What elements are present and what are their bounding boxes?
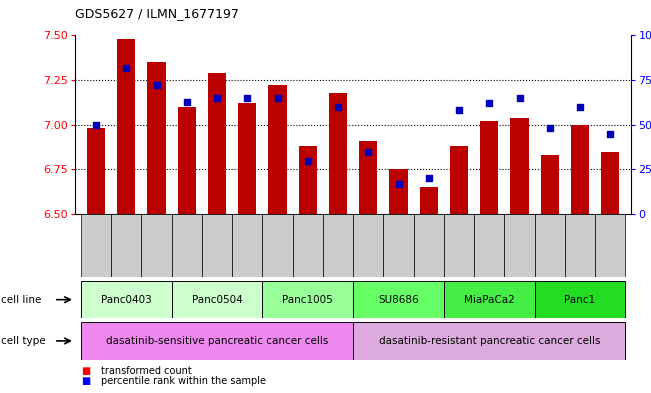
Bar bbox=[383, 214, 413, 277]
Bar bbox=[208, 73, 226, 214]
Text: cell line: cell line bbox=[1, 295, 42, 305]
Bar bbox=[178, 107, 196, 214]
Bar bbox=[480, 121, 499, 214]
Text: SU8686: SU8686 bbox=[378, 295, 419, 305]
Point bbox=[212, 95, 222, 101]
Text: cell type: cell type bbox=[1, 336, 46, 346]
Bar bbox=[505, 214, 534, 277]
Bar bbox=[565, 214, 595, 277]
Bar bbox=[268, 85, 286, 214]
Bar bbox=[389, 169, 408, 214]
Point bbox=[393, 181, 404, 187]
Point bbox=[333, 104, 343, 110]
Bar bbox=[510, 118, 529, 214]
Bar bbox=[172, 281, 262, 318]
Bar bbox=[202, 214, 232, 277]
Bar bbox=[359, 141, 378, 214]
Text: ■: ■ bbox=[81, 376, 90, 386]
Bar bbox=[353, 281, 444, 318]
Bar bbox=[571, 125, 589, 214]
Bar bbox=[534, 214, 565, 277]
Bar bbox=[602, 152, 619, 214]
Point bbox=[121, 64, 132, 71]
Text: MiaPaCa2: MiaPaCa2 bbox=[464, 295, 515, 305]
Text: Panc0504: Panc0504 bbox=[191, 295, 242, 305]
Bar bbox=[81, 214, 111, 277]
Bar bbox=[541, 155, 559, 214]
Text: Panc1005: Panc1005 bbox=[283, 295, 333, 305]
Bar bbox=[148, 62, 165, 214]
Bar bbox=[444, 214, 474, 277]
Bar bbox=[329, 93, 347, 214]
Bar bbox=[353, 322, 626, 360]
Bar bbox=[232, 214, 262, 277]
Bar bbox=[293, 214, 323, 277]
Bar bbox=[87, 129, 105, 214]
Bar bbox=[81, 322, 353, 360]
Bar bbox=[172, 214, 202, 277]
Bar bbox=[534, 281, 626, 318]
Bar bbox=[413, 214, 444, 277]
Point bbox=[514, 95, 525, 101]
Text: transformed count: transformed count bbox=[101, 366, 191, 376]
Bar bbox=[81, 281, 172, 318]
Point bbox=[182, 98, 192, 105]
Bar bbox=[238, 103, 256, 214]
Text: ■: ■ bbox=[81, 366, 90, 376]
Point bbox=[454, 107, 464, 114]
Point bbox=[605, 130, 615, 137]
Point bbox=[484, 100, 495, 107]
Point bbox=[151, 82, 161, 88]
Bar bbox=[420, 187, 438, 214]
Bar bbox=[474, 214, 505, 277]
Bar bbox=[117, 39, 135, 214]
Text: Panc1: Panc1 bbox=[564, 295, 596, 305]
Bar bbox=[444, 281, 534, 318]
Bar bbox=[323, 214, 353, 277]
Point bbox=[545, 125, 555, 132]
Bar bbox=[450, 146, 468, 214]
Bar bbox=[353, 214, 383, 277]
Point bbox=[242, 95, 253, 101]
Text: dasatinib-resistant pancreatic cancer cells: dasatinib-resistant pancreatic cancer ce… bbox=[378, 336, 600, 346]
Bar bbox=[111, 214, 141, 277]
Point bbox=[363, 149, 374, 155]
Point bbox=[303, 157, 313, 163]
Text: GDS5627 / ILMN_1677197: GDS5627 / ILMN_1677197 bbox=[75, 7, 239, 20]
Bar bbox=[262, 281, 353, 318]
Point bbox=[91, 122, 102, 128]
Bar bbox=[141, 214, 172, 277]
Text: Panc0403: Panc0403 bbox=[101, 295, 152, 305]
Text: dasatinib-sensitive pancreatic cancer cells: dasatinib-sensitive pancreatic cancer ce… bbox=[106, 336, 328, 346]
Point bbox=[424, 175, 434, 182]
Text: percentile rank within the sample: percentile rank within the sample bbox=[101, 376, 266, 386]
Bar bbox=[595, 214, 626, 277]
Bar bbox=[299, 146, 317, 214]
Point bbox=[575, 104, 585, 110]
Point bbox=[272, 95, 283, 101]
Bar bbox=[262, 214, 293, 277]
